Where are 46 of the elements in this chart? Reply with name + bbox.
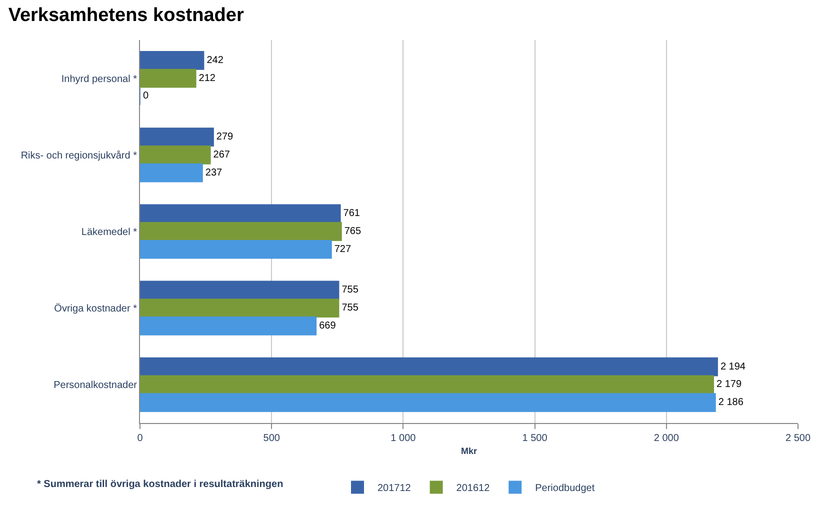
bar bbox=[140, 316, 317, 336]
bar bbox=[140, 128, 214, 146]
data-label: 237 bbox=[205, 167, 223, 178]
y-tick-label: Läkemedel * bbox=[81, 227, 138, 238]
text: * Summerar till övriga kostnader i resultaträkningen bbox=[37, 479, 284, 490]
bar bbox=[140, 204, 341, 224]
x-tick-label: 0 bbox=[137, 433, 144, 444]
data-label: 755 bbox=[342, 284, 359, 296]
bar bbox=[140, 375, 714, 394]
legend-label: Periodbudget bbox=[535, 483, 595, 494]
bar bbox=[140, 393, 716, 412]
data-label: 761 bbox=[343, 208, 360, 220]
data-label: 242 bbox=[206, 54, 224, 66]
y-tick-label: Riks- och regionsjukvård * bbox=[20, 149, 138, 162]
data-label: 2 194 bbox=[720, 361, 746, 372]
data-label: 0 bbox=[143, 90, 149, 102]
x-tick-label: 500 bbox=[263, 433, 280, 444]
bar bbox=[140, 50, 204, 70]
x-tick-label: 1 500 bbox=[522, 433, 548, 444]
chart-title: Verksamhetens kostnader bbox=[8, 5, 244, 26]
bar bbox=[140, 222, 342, 241]
data-label: 2 179 bbox=[716, 379, 742, 390]
data-label: 765 bbox=[344, 226, 362, 237]
data-label: 279 bbox=[216, 132, 234, 143]
x-tick-label: 2 500 bbox=[785, 433, 811, 444]
bar bbox=[140, 280, 340, 300]
bar bbox=[140, 240, 332, 259]
y-tick-label: Personalkostnader bbox=[54, 380, 138, 392]
legend-label: 201612 bbox=[456, 483, 490, 494]
bar bbox=[140, 68, 196, 88]
legend-label: 201712 bbox=[378, 483, 412, 494]
x-tick-label: 2 000 bbox=[654, 433, 680, 444]
data-label: 755 bbox=[342, 302, 359, 314]
data-label: 727 bbox=[334, 244, 352, 255]
data-label: 212 bbox=[198, 72, 216, 84]
y-tick-label: Övriga kostnader * bbox=[54, 302, 138, 315]
bar bbox=[140, 145, 211, 164]
bar bbox=[140, 298, 340, 318]
x-tick-label: 1 000 bbox=[390, 433, 416, 444]
data-label: 2 186 bbox=[718, 397, 744, 408]
bar bbox=[140, 163, 203, 182]
y-tick-label: Inhyrd personal * bbox=[61, 74, 138, 85]
bar bbox=[140, 357, 718, 376]
data-label: 267 bbox=[213, 149, 230, 160]
data-label: 669 bbox=[319, 320, 336, 332]
x-axis-title: Mkr bbox=[460, 446, 478, 456]
